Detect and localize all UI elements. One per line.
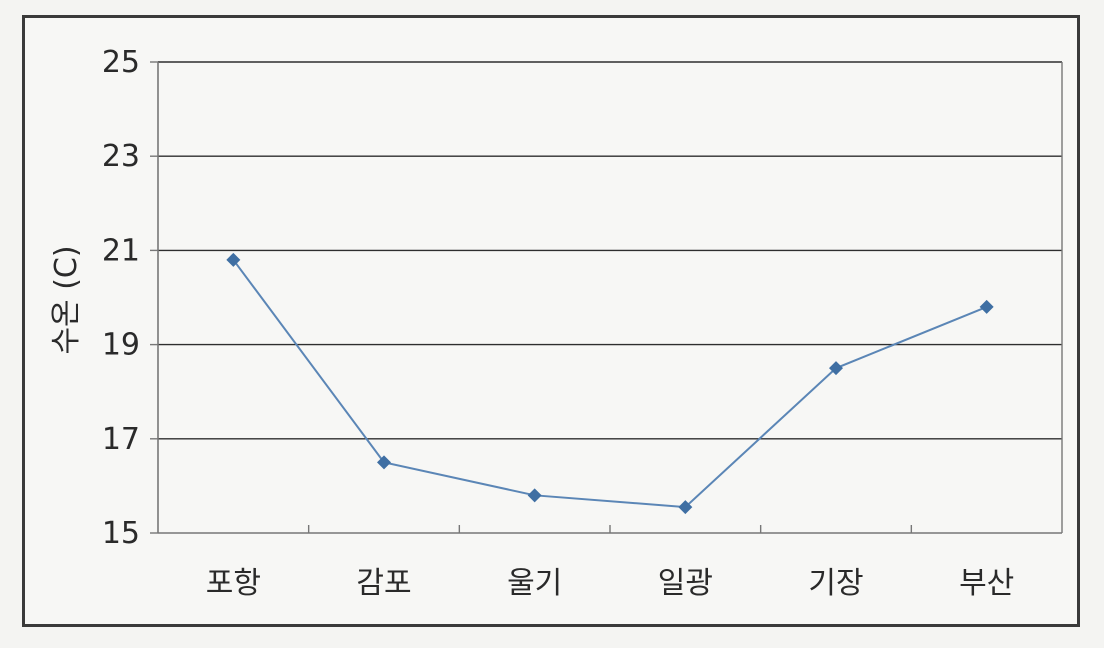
y-tick-label: 23 (102, 139, 140, 174)
data-point (226, 252, 241, 267)
chart-frame (22, 15, 1080, 627)
data-point (829, 361, 843, 376)
y-tick-labels: 15 17 19 21 23 25 (102, 45, 140, 551)
data-point (527, 488, 542, 503)
axes (150, 61, 1063, 534)
data-point (979, 299, 994, 314)
x-tick-label: 일광 (658, 566, 713, 601)
data-point (678, 500, 693, 515)
x-tick-label: 부산 (959, 566, 1014, 601)
y-tick-label: 21 (102, 233, 140, 268)
x-tick-label: 울기 (507, 566, 562, 601)
y-tick-label: 15 (102, 516, 140, 551)
gridlines (158, 61, 1062, 440)
series (226, 252, 994, 515)
y-axis-label: 수온 (C) (49, 245, 84, 354)
series-line (232, 259, 988, 509)
y-tick-label: 19 (102, 328, 140, 363)
y-tick-label: 17 (102, 422, 140, 457)
x-tick-label: 감포 (356, 566, 411, 601)
data-point (377, 455, 391, 470)
x-tick-labels: 포항 감포 울기 일광 기장 부산 (206, 566, 1015, 601)
x-tick-label: 기장 (808, 566, 863, 601)
x-tick-label: 포항 (206, 566, 261, 601)
y-tick-label: 25 (102, 45, 140, 80)
